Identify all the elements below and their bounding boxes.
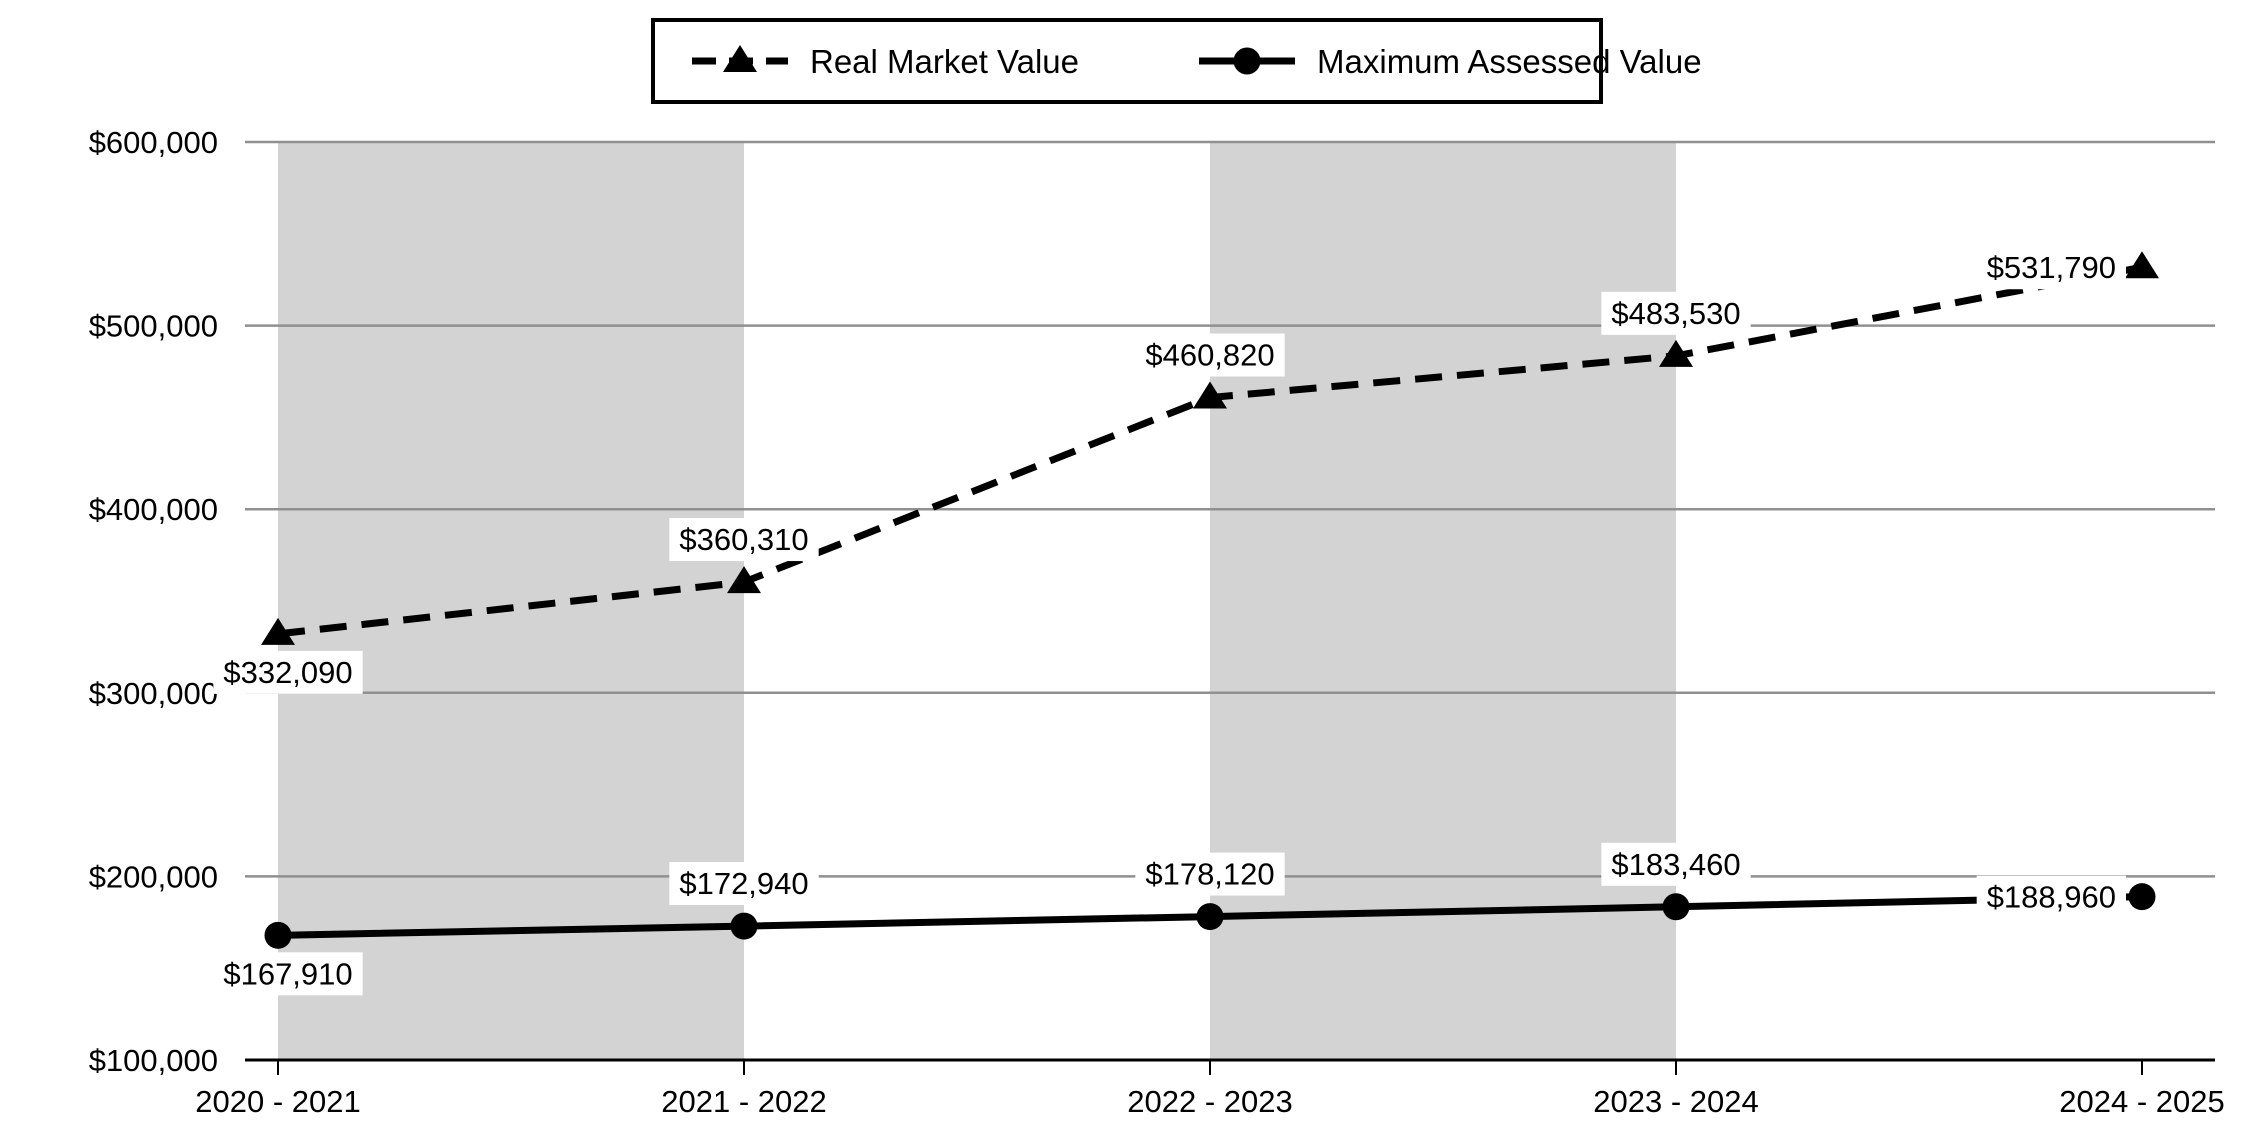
series-real-market-value-labels: $332,090 $360,310 $460,820 $483,530 $531,790 [213,246,2126,694]
data-label-bg [669,518,819,562]
legend-label: Real Market Value [810,43,1079,80]
plot-band [278,142,744,1060]
series-maximum-assessed-value-marker [2128,883,2156,911]
series-real-market-value [261,251,2159,645]
series-maximum-assessed-value-marker [1196,903,1224,931]
legend-box [651,18,1603,104]
y-axis-tick-label: $400,000 [89,492,218,527]
legend-triangle-marker-icon [723,45,757,72]
series-maximum-assessed-value-marker [730,912,758,940]
y-axis-tick-label: $500,000 [89,309,218,344]
data-label-bg [1601,842,1751,886]
data-label-bg [1135,852,1285,896]
plot-band [1210,142,1676,1060]
series-real-market-value-marker [2125,251,2159,279]
data-label: $178,120 [1145,857,1274,892]
y-axis-tick-label: $600,000 [89,125,218,160]
data-label-bg [213,952,363,996]
y-axis-tick-label: $300,000 [89,676,218,711]
legend-item-maximum-assessed-value: Maximum Assessed Value [1199,43,1702,80]
data-label: $188,960 [1987,880,2116,915]
series-real-market-value-marker [727,566,761,594]
legend-circle-marker-icon [1233,47,1261,75]
x-axis-tick-label: 2023 - 2024 [1593,1084,1758,1119]
series-real-market-value-marker [1659,339,1693,367]
series-maximum-assessed-value [264,883,2156,949]
legend-label: Maximum Assessed Value [1317,43,1702,80]
x-axis-tick-label: 2020 - 2021 [195,1084,360,1119]
data-label-bg [669,862,819,906]
series-real-market-value-marker [261,617,295,645]
legend: Real Market Value Maximum Assessed Value [651,18,1702,104]
series-maximum-assessed-value-marker [264,921,292,949]
data-label-bg [1976,246,2126,290]
x-axis-tick-label: 2021 - 2022 [661,1084,826,1119]
series-real-market-value-marker [1193,381,1227,409]
series-maximum-assessed-value-marker [1662,893,1690,921]
y-axis-tick-label: $100,000 [89,1043,218,1078]
x-axis-tick-label: 2022 - 2023 [1127,1084,1292,1119]
data-label-bg [1601,291,1751,335]
data-label: $332,090 [223,655,352,690]
data-label-bg [1135,333,1285,377]
series-maximum-assessed-value-labels: $167,910 $172,940 $178,120 $183,460 $188,960 [213,842,2126,996]
data-label-bg [1976,875,2126,919]
data-label: $360,310 [679,522,808,557]
x-axis-tick-label: 2024 - 2025 [2059,1084,2224,1119]
data-label: $483,530 [1611,296,1740,331]
data-label: $172,940 [679,866,808,901]
data-label: $183,460 [1611,847,1740,882]
data-label: $167,910 [223,956,352,991]
y-axis-tick-label: $200,000 [89,859,218,894]
data-label: $531,790 [1987,250,2116,285]
data-label: $460,820 [1145,338,1274,373]
legend-item-real-market-value: Real Market Value [692,43,1079,80]
data-label-bg [213,650,363,694]
